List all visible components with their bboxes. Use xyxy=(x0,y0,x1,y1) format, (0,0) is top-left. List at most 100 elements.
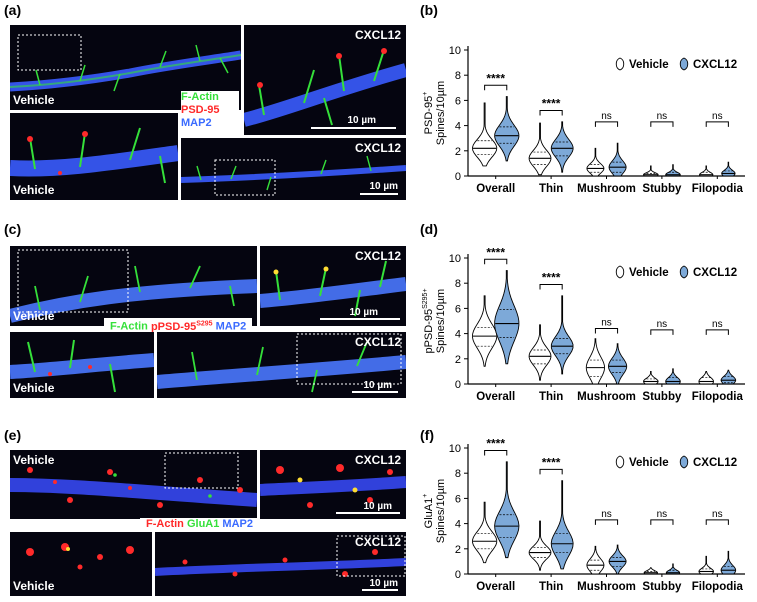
significance-bracket xyxy=(484,450,508,456)
x-tick-label: Stubby xyxy=(642,581,682,593)
significance-label: ns xyxy=(712,111,723,122)
violin-cxcl12 xyxy=(608,544,627,575)
x-tick-label: Stubby xyxy=(642,183,682,195)
legend-swatch xyxy=(615,57,625,71)
y-axis-label: PSD-95+ xyxy=(422,92,435,135)
violin-chart-b: 0 2 4 6 8 10 PSD-95+ Spines/10µm Overall Thin Mush… xyxy=(422,45,745,195)
legend-swatch xyxy=(679,265,689,279)
scale-bar-label: 10 µm xyxy=(369,181,398,192)
scale-bar-label: 10 µm xyxy=(349,307,378,318)
significance-label: ns xyxy=(657,111,668,122)
y-tick-label: 0 xyxy=(455,379,461,391)
scale-bar-label: 10 µm xyxy=(363,501,392,512)
legend-swatch xyxy=(615,265,625,279)
panel-label-d: (d) xyxy=(420,221,438,237)
dendrite-image xyxy=(10,127,178,184)
legend-label: CXCL12 xyxy=(693,267,737,279)
micrograph-e-bottom-right: CXCL12 10 µm xyxy=(155,532,406,596)
micrograph-a-bottom-right: CXCL12 10 µm xyxy=(181,138,406,200)
y-axis-label-2: Spines/10µm xyxy=(435,479,447,543)
legend-label: CXCL12 xyxy=(693,457,737,469)
dendrite-image xyxy=(157,333,406,393)
stain-glua1: GluA1 xyxy=(186,518,220,530)
x-tick-label: Thin xyxy=(539,581,563,593)
y-tick-label: 4 xyxy=(455,121,461,133)
violin-cxcl12 xyxy=(494,270,520,365)
stain-legend: F-Actin GluA1 MAP2 xyxy=(140,518,259,530)
condition-label: Vehicle xyxy=(13,381,55,395)
significance-bracket xyxy=(539,109,563,116)
violin-cxcl12 xyxy=(665,368,681,385)
micrograph-c-bottom-left: Vehicle xyxy=(10,332,154,398)
violin-chart-f: 0 2 4 6 8 10 GluA1+ Spines/10µm Overall Thin Mushr… xyxy=(422,437,745,593)
micrograph-c-bottom-right: CXCL12 10 µm xyxy=(157,332,406,398)
legend-label: Vehicle xyxy=(629,59,669,71)
violin-vehicle xyxy=(643,370,659,385)
condition-label: CXCL12 xyxy=(354,249,401,263)
y-axis-label-2: Spines/10µm xyxy=(435,81,447,145)
legend-swatch xyxy=(615,455,625,469)
violin-cxcl12 xyxy=(665,563,681,575)
significance-label: ns xyxy=(657,509,668,520)
violin-cxcl12 xyxy=(550,121,574,173)
condition-label: Vehicle xyxy=(13,309,55,323)
panel-label-e: (e) xyxy=(4,427,22,443)
violin-cxcl12 xyxy=(608,142,627,177)
dendrite-image xyxy=(181,155,406,196)
dendrite-image xyxy=(260,260,406,317)
panel-label-c: (c) xyxy=(4,221,22,237)
condition-label: CXCL12 xyxy=(354,141,401,155)
violin-cxcl12 xyxy=(494,461,520,559)
micrograph-c-top-right: CXCL12 10 µm xyxy=(260,246,406,326)
legend-swatch xyxy=(679,57,689,71)
significance-label: **** xyxy=(542,270,561,284)
significance-bracket xyxy=(705,121,729,127)
y-tick-label: 10 xyxy=(449,253,461,265)
y-axis-label: pPSD-95S295+ xyxy=(422,288,435,353)
y-tick-label: 8 xyxy=(455,468,461,480)
violin-cxcl12 xyxy=(720,550,737,575)
dendrite-image xyxy=(10,249,257,323)
dendrite-image xyxy=(244,48,406,127)
significance-bracket xyxy=(705,519,729,525)
significance-label: ns xyxy=(601,509,612,520)
x-tick-label: Mushroom xyxy=(577,183,636,195)
y-tick-label: 6 xyxy=(455,303,461,315)
y-tick-label: 4 xyxy=(455,329,461,341)
dendrite-image xyxy=(260,464,406,508)
violin-cxcl12 xyxy=(550,480,574,570)
x-tick-label: Overall xyxy=(476,581,515,593)
dendrite-image xyxy=(155,535,406,577)
micrograph-e-bottom-left: Vehicle xyxy=(10,532,152,596)
scale-bar xyxy=(362,589,398,591)
significance-label: **** xyxy=(486,437,505,451)
significance-label: **** xyxy=(486,71,505,85)
significance-label: ns xyxy=(712,319,723,330)
micrograph-e-top-left: Vehicle xyxy=(10,450,257,519)
scale-bar xyxy=(336,512,400,514)
violin-vehicle xyxy=(472,295,498,367)
x-tick-label: Thin xyxy=(539,183,563,195)
scale-bar xyxy=(352,391,398,393)
legend-swatch xyxy=(679,455,689,469)
scale-bar xyxy=(311,127,396,129)
x-tick-label: Filopodia xyxy=(692,391,744,403)
dendrite-image xyxy=(10,339,154,393)
significance-bracket xyxy=(650,121,674,127)
violin-cxcl12 xyxy=(494,96,520,162)
y-tick-label: 0 xyxy=(455,171,461,183)
panel-label-b: (b) xyxy=(420,2,438,18)
legend-label: CXCL12 xyxy=(693,59,737,71)
condition-label: CXCL12 xyxy=(354,535,401,549)
violin-vehicle xyxy=(528,324,552,381)
significance-bracket xyxy=(539,283,563,290)
significance-bracket xyxy=(484,258,508,265)
violin-cxcl12 xyxy=(720,369,737,385)
significance-bracket xyxy=(594,328,619,334)
significance-bracket xyxy=(650,519,674,525)
stain-map2: MAP2 xyxy=(181,117,212,129)
panel-label-a: (a) xyxy=(4,2,22,18)
y-tick-label: 2 xyxy=(455,146,461,158)
significance-label: **** xyxy=(542,96,561,110)
x-tick-label: Mushroom xyxy=(577,581,636,593)
